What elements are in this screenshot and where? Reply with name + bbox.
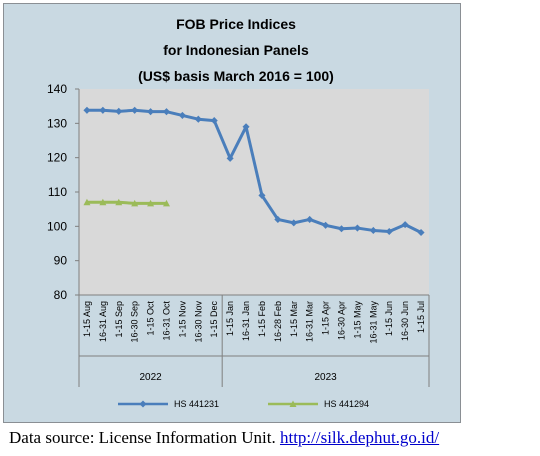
y-tick-label: 110 [48, 185, 67, 199]
series-1-point [99, 106, 107, 114]
x-tick-label: 1-15 Aug [82, 301, 92, 337]
data-source-label: Data source: License Information Unit. [9, 428, 276, 447]
x-tick-label: 1-15 May [352, 301, 362, 339]
x-tick-label: 1-15 Apr [321, 301, 331, 335]
series-1-point [274, 215, 282, 224]
series-1-point [115, 107, 123, 115]
chart-title-line-1: FOB Price Indices [176, 16, 296, 32]
plot-area [79, 89, 429, 295]
x-tick-label: 16-31 May [368, 301, 378, 344]
x-tick-label: 16-30 Nov [193, 301, 203, 343]
x-tick-label: 1-15 Mar [289, 301, 299, 337]
series-1-point [353, 224, 361, 232]
series-1-point [226, 154, 234, 162]
series-1-point [322, 221, 330, 229]
series-1-point [162, 108, 171, 116]
x-tick-label: 16-31 Jan [241, 301, 251, 341]
series-line-1 [86, 108, 422, 234]
series-1-point [401, 221, 409, 229]
data-source-link[interactable]: http://silk.dephut.go.id/ [279, 428, 440, 447]
x-tick-label: 1-15 Sep [114, 301, 124, 338]
y-tick-label: 100 [47, 219, 67, 233]
series-1-point [417, 228, 425, 237]
series-1-point [131, 106, 139, 114]
x-group-label: 2022 [139, 372, 162, 383]
series-2-point [163, 199, 170, 207]
series-1-point [258, 191, 266, 199]
x-tick-label: 16-30 Sep [130, 301, 140, 343]
x-tick-label: 16-28 Feb [273, 301, 283, 342]
x-tick-label: 1-15 Jan [225, 301, 235, 336]
x-group-label: 2023 [314, 372, 337, 383]
x-tick-label: 1-15 Nov [177, 301, 187, 338]
x-tick-label: 16-31 Aug [98, 301, 108, 342]
data-source-note: Data source: License Information Unit. h… [9, 428, 439, 448]
series-1-point [290, 219, 298, 227]
x-tick-label: 16-30 Jun [400, 301, 410, 341]
legend-marker-1 [139, 400, 147, 408]
legend-marker-2 [289, 400, 297, 407]
y-tick-label: 80 [54, 288, 68, 302]
series-1-point [306, 215, 314, 224]
series-line-2 [86, 200, 167, 205]
series-1-point [242, 123, 250, 131]
y-tick-label: 130 [47, 116, 67, 130]
y-tick-label: 120 [47, 151, 67, 165]
x-tick-label: 1-15 Dec [209, 301, 219, 338]
legend-label-1: HS 441231 [174, 399, 219, 409]
series-1-point [369, 226, 377, 234]
series-2-point [99, 198, 107, 206]
series-1-point [385, 227, 393, 236]
y-tick-label: 140 [47, 82, 67, 96]
x-tick-label: 1-15 Oct [146, 301, 156, 336]
series-2-point [83, 198, 91, 206]
legend-label-2: HS 441294 [324, 399, 369, 409]
chart-title-line-2: for Indonesian Panels [163, 42, 309, 58]
x-tick-label: 1-15 Jun [384, 301, 394, 336]
series-2-point [115, 198, 123, 206]
x-tick-label: 1-15 Feb [257, 301, 267, 337]
series-1-point [210, 117, 218, 125]
y-tick-label: 90 [54, 254, 68, 268]
series-1-point [178, 111, 186, 119]
price-index-chart: FOB Price Indices for Indonesian Panels … [47, 16, 430, 409]
series-2-point [131, 199, 139, 207]
series-1-point [337, 225, 346, 233]
series-1-point [147, 108, 155, 116]
chart-title-line-3: (US$ basis March 2016 = 100) [138, 68, 334, 84]
x-tick-label: 16-31 Mar [305, 301, 315, 342]
series-1-point [83, 106, 91, 114]
x-tick-label: 1-15 Jul [416, 301, 426, 333]
series-2-point [147, 199, 155, 207]
x-tick-label: 16-31 Oct [162, 301, 172, 341]
x-tick-label: 16-30 Apr [337, 301, 347, 340]
series-1-point [194, 115, 202, 123]
